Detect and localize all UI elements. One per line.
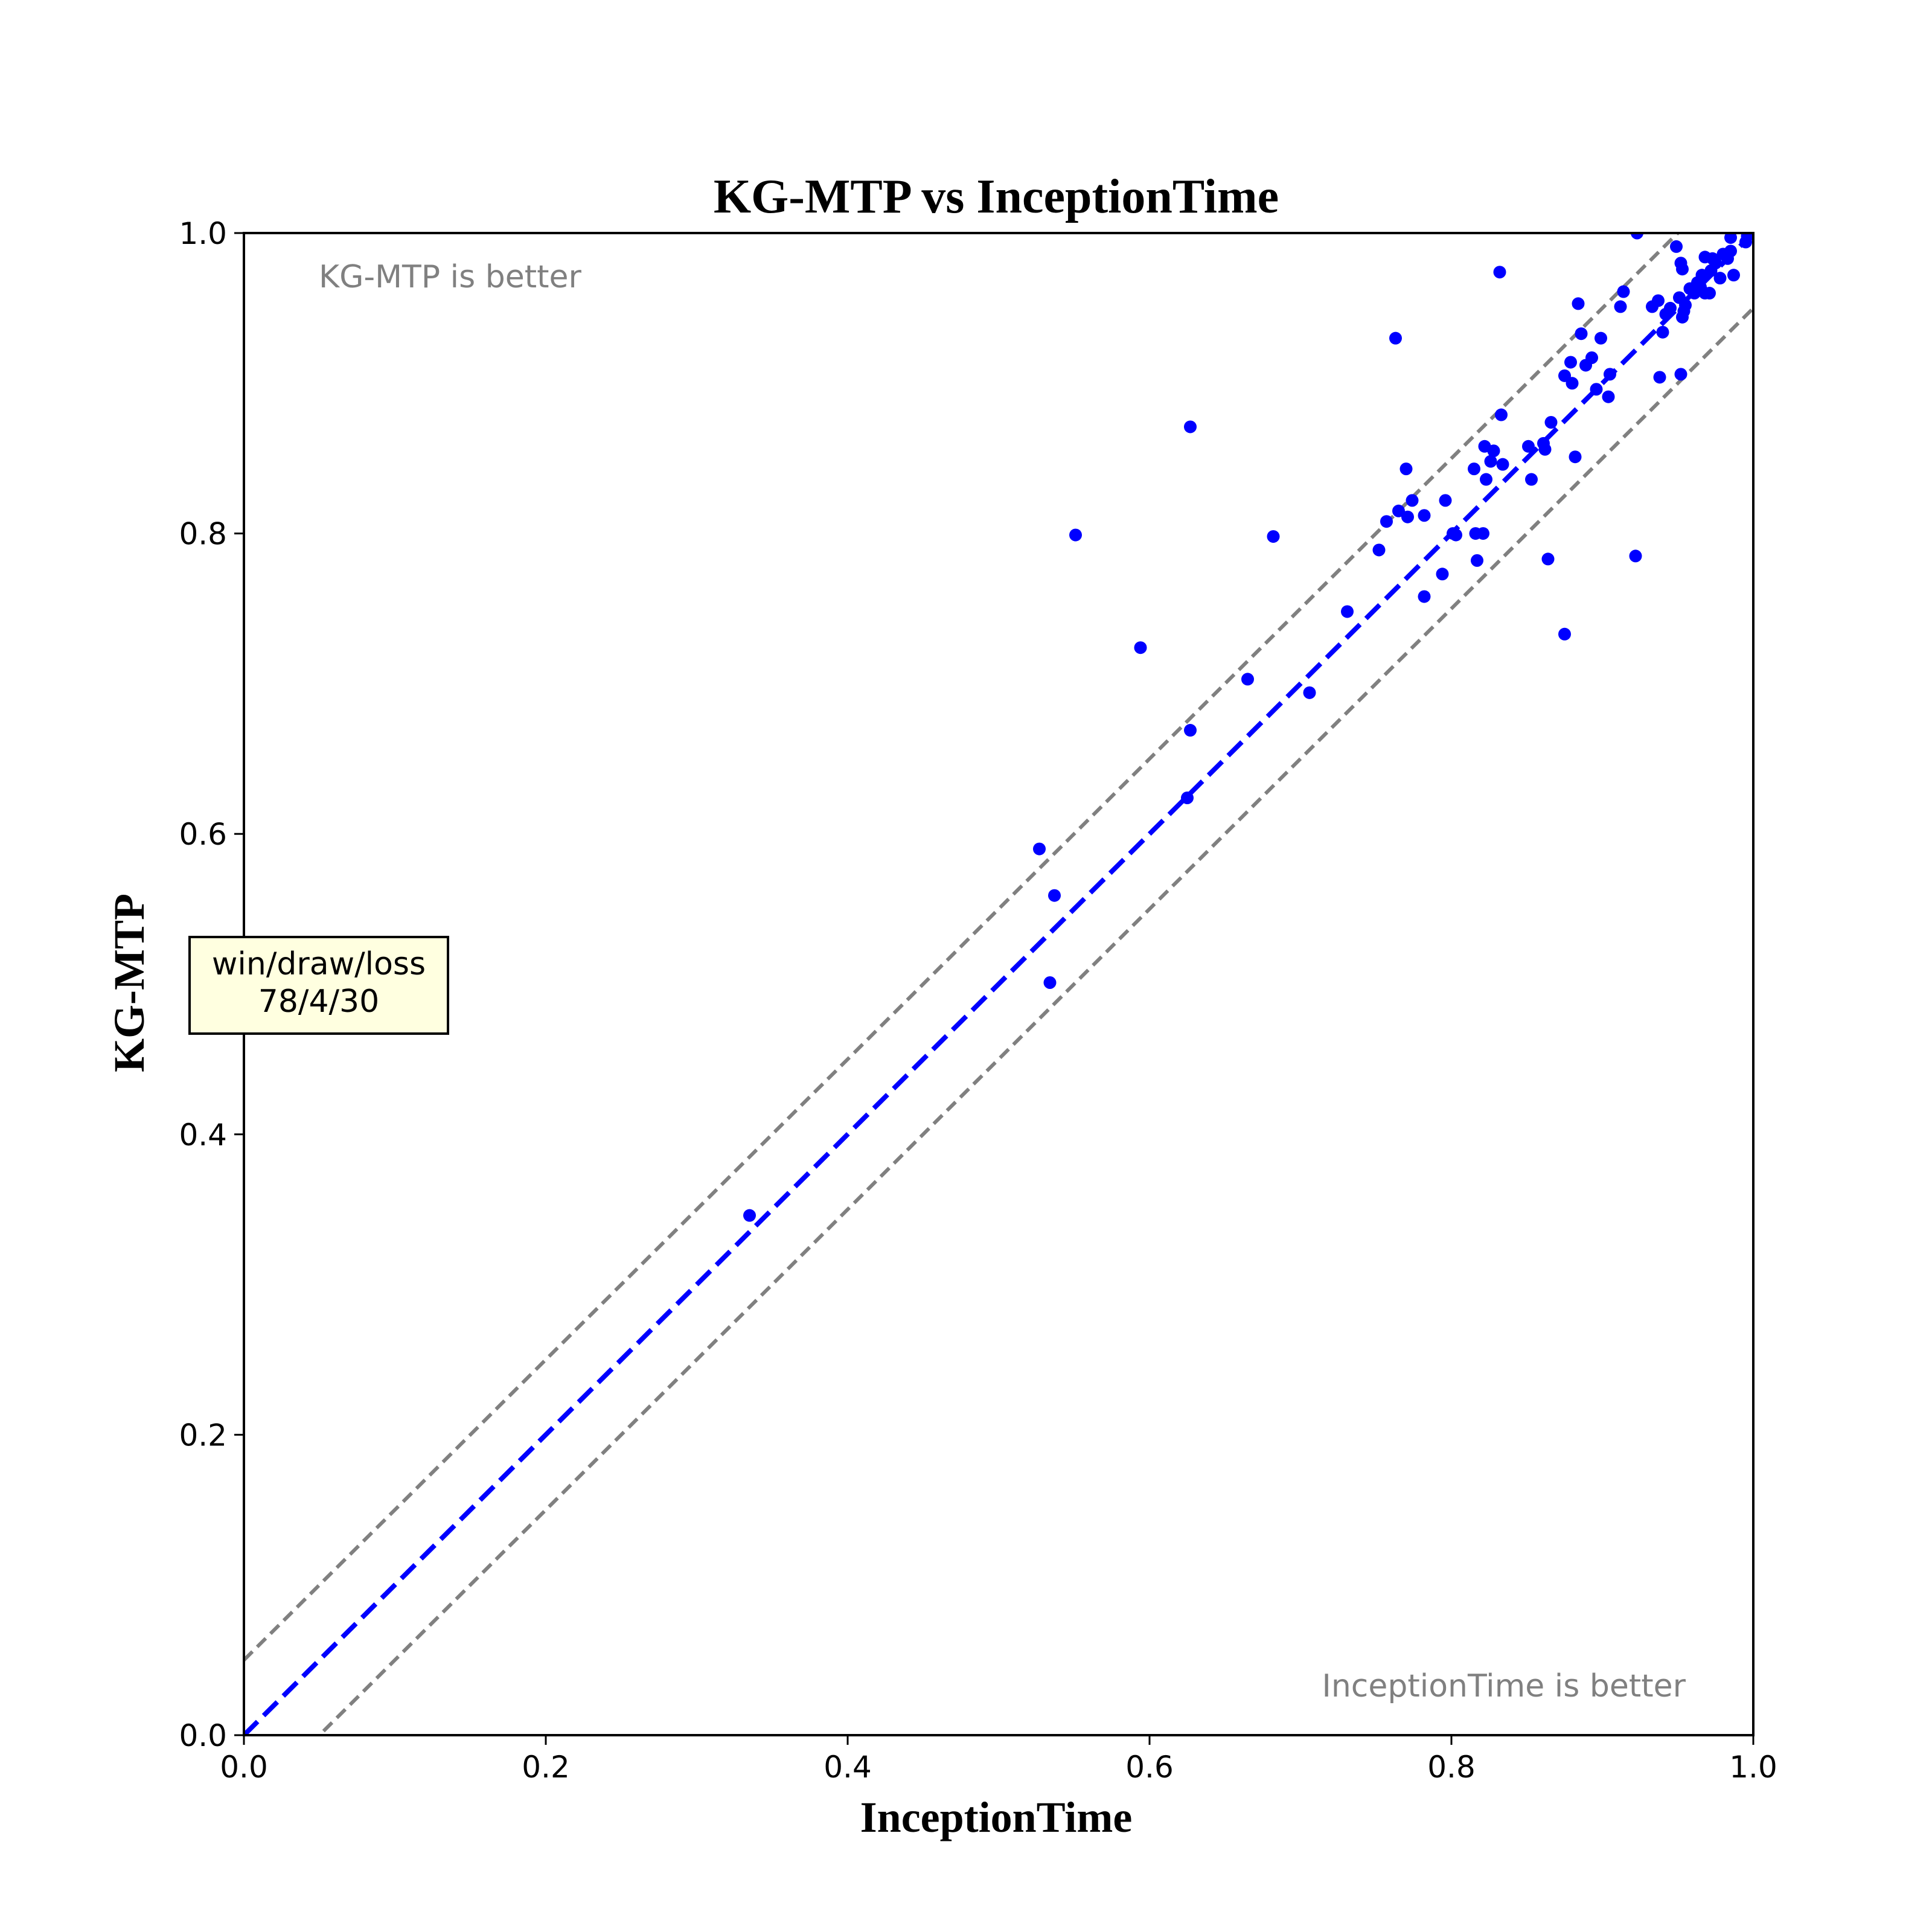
y-tick-label: 0.6 <box>179 817 227 852</box>
data-point <box>1572 297 1585 310</box>
win-draw-loss-box-frame <box>188 936 449 1035</box>
data-point <box>1043 976 1057 990</box>
x-axis-label: InceptionTime <box>860 1793 1133 1841</box>
y-tick-label: 0.4 <box>179 1118 227 1153</box>
data-point <box>1303 686 1316 699</box>
data-point <box>1380 515 1393 528</box>
data-point <box>1674 368 1687 381</box>
data-point <box>1267 530 1280 543</box>
data-point <box>1709 257 1722 270</box>
data-point <box>1676 263 1689 276</box>
data-point <box>1569 450 1582 464</box>
data-point <box>1468 462 1480 476</box>
data-point <box>1590 383 1603 396</box>
data-point <box>1493 266 1506 279</box>
data-point <box>1664 301 1677 315</box>
data-point <box>1477 527 1489 540</box>
data-point <box>1033 842 1046 856</box>
data-point <box>743 1209 756 1222</box>
data-point <box>1575 327 1588 341</box>
data-point <box>1652 294 1665 307</box>
y-axis-label: KG-MTP <box>105 894 153 1072</box>
data-point <box>1496 458 1509 471</box>
data-point <box>1604 368 1616 381</box>
data-point <box>1724 245 1737 258</box>
data-point <box>1389 331 1402 345</box>
plot-area: 0.0 0.2 0.4 0.6 0.8 1.0 0.0 0.2 0.4 0.6 0.8 1.0 <box>179 216 1777 1785</box>
equality-line <box>244 233 1753 1735</box>
data-point <box>1406 494 1419 507</box>
win-draw-loss-values: 78/4/30 <box>258 984 379 1020</box>
data-point <box>1525 473 1538 486</box>
data-point <box>1670 240 1683 253</box>
data-point <box>1614 300 1627 313</box>
data-point <box>1487 444 1500 458</box>
data-point <box>1617 285 1630 298</box>
x-tick-label: 0.0 <box>220 1750 268 1785</box>
data-point <box>1418 590 1431 603</box>
data-point <box>1564 356 1577 369</box>
inceptiontime-better-label: InceptionTime is better <box>1322 1668 1686 1704</box>
data-point <box>1401 510 1414 523</box>
data-point <box>1679 298 1692 312</box>
kg-mtp-better-label: KG-MTP is better <box>319 259 582 295</box>
data-point <box>1480 473 1492 486</box>
x-tick-label: 1.0 <box>1729 1750 1777 1785</box>
x-tick-label: 0.4 <box>824 1750 872 1785</box>
data-point <box>1418 509 1431 522</box>
data-point <box>1544 415 1558 429</box>
data-point <box>1471 554 1483 567</box>
data-point <box>1436 568 1449 581</box>
y-tick-label: 0.8 <box>179 517 227 552</box>
data-point <box>1372 543 1386 557</box>
data-point <box>1629 549 1642 563</box>
plot-content <box>244 233 1753 1735</box>
data-point <box>1558 627 1571 641</box>
data-point <box>1495 408 1508 421</box>
data-point <box>1341 605 1354 618</box>
win-draw-loss-heading: win/draw/loss <box>212 946 426 982</box>
data-point <box>1069 528 1082 542</box>
data-point <box>1727 269 1740 282</box>
data-point <box>1522 440 1535 453</box>
x-tick-label: 0.6 <box>1125 1750 1174 1785</box>
data-point <box>1439 494 1452 507</box>
data-point <box>1134 641 1147 654</box>
chart-title: KG-MTP vs InceptionTime <box>714 170 1279 223</box>
data-point <box>1602 390 1615 403</box>
data-point <box>1713 272 1727 285</box>
data-point <box>1184 724 1197 737</box>
data-point <box>1538 443 1552 456</box>
data-point <box>1392 504 1405 517</box>
data-point <box>1566 377 1579 390</box>
win-draw-loss-box: win/draw/loss 78/4/30 <box>188 936 449 1035</box>
y-tick-label: 0.2 <box>179 1418 227 1453</box>
data-point <box>1656 325 1669 339</box>
data-point <box>1181 791 1194 804</box>
data-point <box>1631 233 1643 240</box>
data-point <box>1724 233 1737 244</box>
x-tick-label: 0.2 <box>522 1750 570 1785</box>
y-tick-label: 1.0 <box>179 216 227 251</box>
data-point <box>1703 287 1716 300</box>
data-point <box>1184 420 1197 433</box>
x-tick-label: 0.8 <box>1427 1750 1476 1785</box>
y-tick-label: 0.0 <box>179 1718 227 1753</box>
data-point <box>1742 233 1753 240</box>
data-point <box>1653 371 1666 384</box>
data-point <box>1484 455 1497 468</box>
data-point <box>1241 673 1254 686</box>
data-point <box>1048 889 1061 902</box>
data-point <box>1450 528 1462 542</box>
data-point <box>1595 331 1607 345</box>
data-point <box>1541 552 1555 566</box>
data-point <box>1585 351 1598 365</box>
data-point <box>1399 462 1413 476</box>
